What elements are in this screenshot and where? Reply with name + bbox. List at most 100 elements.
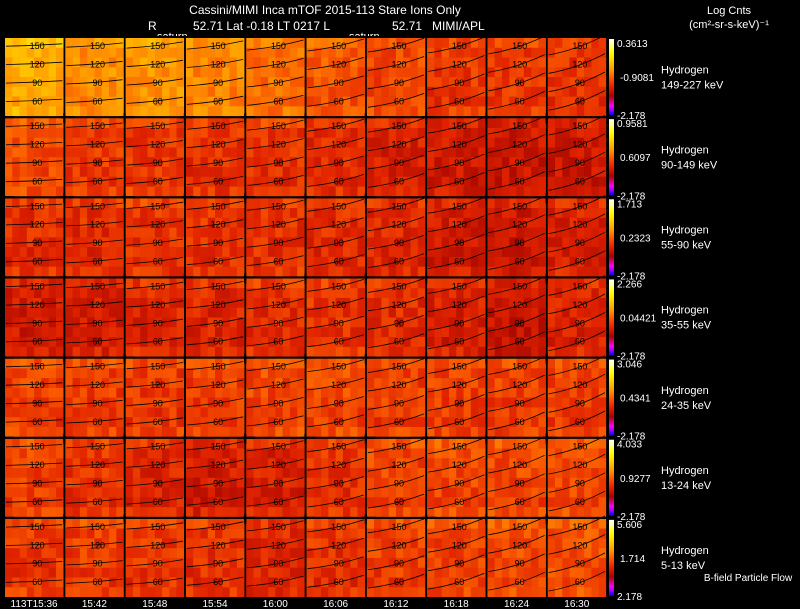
image-panel: 150 120 90 60: [301, 353, 366, 438]
contour-label: 120: [30, 300, 45, 310]
contour-label: 150: [512, 362, 527, 372]
contour-label: 150: [572, 201, 587, 211]
contour-label: 120: [150, 300, 165, 310]
image-panel: 150 120 90 60: [64, 37, 125, 118]
contour-label: 60: [153, 96, 163, 106]
image-panel: 150 120 90 60: [241, 513, 306, 598]
contour-label: 150: [391, 121, 406, 131]
contour-label: 90: [273, 399, 283, 409]
contour-label: 90: [454, 238, 464, 248]
contour-label: 120: [150, 540, 165, 550]
contour-label: 60: [213, 337, 223, 347]
contour-label: 90: [213, 559, 223, 569]
contour-label: 150: [30, 121, 45, 131]
contour-label: 120: [391, 140, 406, 150]
image-panel: 150 120 90 60: [422, 353, 487, 438]
contour-label: 150: [30, 442, 45, 452]
contour-label: 150: [452, 522, 467, 532]
contour-label: 150: [452, 41, 467, 51]
contour-label: 90: [394, 238, 404, 248]
contour-label: 60: [32, 96, 42, 106]
contour-label: 90: [32, 318, 42, 328]
contour-label: 90: [454, 399, 464, 409]
contour-label: 150: [452, 121, 467, 131]
contour-label: 60: [515, 257, 525, 267]
contour-label: 60: [92, 337, 102, 347]
colorbar: [609, 39, 614, 116]
image-panel: 150 120 90 60: [482, 513, 547, 598]
contour-label: 120: [331, 59, 346, 69]
contour-label: 120: [90, 380, 105, 390]
contour-label: 150: [211, 201, 226, 211]
contour-label: 120: [331, 380, 346, 390]
contour-label: 120: [452, 540, 467, 550]
species-label: Hydrogen: [661, 465, 709, 477]
contour-label: 90: [92, 158, 102, 168]
contour-label: 150: [512, 121, 527, 131]
image-panel: 150 120 90 60: [180, 433, 246, 518]
image-panel: 150 120 90 60: [0, 353, 65, 438]
contour-label: 60: [32, 497, 42, 507]
contour-label: 90: [32, 559, 42, 569]
contour-label: 60: [213, 497, 223, 507]
contour-label: 120: [271, 140, 286, 150]
contour-label: 120: [30, 59, 45, 69]
contour-label: 120: [90, 220, 105, 230]
time-tick-label: 113T15:36: [11, 599, 59, 609]
time-tick-label: 16:24: [504, 599, 529, 609]
contour-label: 150: [452, 362, 467, 372]
energy-label: 13-24 keV: [661, 480, 712, 492]
contour-label: 150: [271, 121, 286, 131]
contour-label: 150: [331, 281, 346, 291]
time-tick-label: 15:42: [82, 599, 107, 609]
contour-label: 120: [331, 460, 346, 470]
contour-label: 150: [512, 201, 527, 211]
image-panel: 150 120 90 60: [120, 353, 185, 438]
contour-label: 90: [92, 78, 102, 88]
contour-label: 60: [515, 497, 525, 507]
contour-label: 120: [30, 540, 45, 550]
plot-title: Cassini/MIMI Inca mTOF 2015-113 Stare Io…: [189, 3, 461, 17]
contour-label: 90: [273, 78, 283, 88]
image-panel: 150 120 90 60: [422, 113, 487, 198]
contour-label: 150: [512, 522, 527, 532]
contour-label: 90: [454, 158, 464, 168]
contour-label: 90: [454, 559, 464, 569]
colorbars: 0.3613-0.9081-2.1780.95810.6097-2.1781.7…: [609, 39, 657, 603]
contour-label: 120: [271, 300, 286, 310]
time-tick-label: 16:06: [323, 599, 348, 609]
image-panel: 150 120 90 60: [120, 193, 185, 278]
image-panel: 150 120 90 60: [361, 513, 427, 598]
contour-label: 120: [512, 540, 527, 550]
contour-label: 90: [153, 399, 163, 409]
contour-label: 150: [211, 121, 226, 131]
image-panel: 150 120 90 60: [422, 513, 487, 598]
contour-label: 150: [572, 522, 587, 532]
image-panel: 150 120 90 60: [120, 273, 185, 358]
image-panel: 150 120 90 60: [60, 273, 125, 358]
contour-label: 150: [331, 121, 346, 131]
time-tick-label: 16:30: [564, 599, 589, 609]
image-grid: 150 120 90 60 150 120 90 60 150 120 90 60 150 120 90 60…: [0, 34, 608, 599]
species-label: Hydrogen: [661, 64, 709, 76]
contour-label: 90: [213, 479, 223, 489]
image-panel: 150 120 90 60: [542, 193, 607, 278]
energy-label: 149-227 keV: [661, 79, 724, 91]
contour-label: 120: [30, 460, 45, 470]
energy-label: 90-149 keV: [661, 159, 718, 171]
colorbar: [609, 119, 614, 196]
contour-label: 120: [211, 460, 226, 470]
contour-label: 60: [273, 497, 283, 507]
contour-label: 150: [90, 522, 105, 532]
contour-label: 90: [273, 158, 283, 168]
contour-label: 150: [211, 442, 226, 452]
contour-label: 150: [211, 41, 226, 51]
contour-label: 60: [213, 417, 223, 427]
image-panel: 150 120 90 60: [482, 273, 547, 358]
image-panel: 150 120 90 60: [241, 353, 306, 438]
contour-label: 150: [90, 281, 105, 291]
contour-label: 120: [452, 140, 467, 150]
image-panel: 150 120 90 60: [422, 193, 487, 278]
contour-label: 150: [271, 41, 286, 51]
image-panel: 150 120 90 60: [120, 113, 185, 198]
